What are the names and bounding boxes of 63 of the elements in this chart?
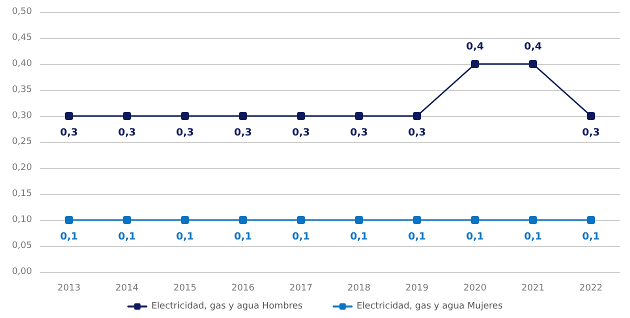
y-tick-label: 0,30 bbox=[12, 111, 32, 121]
data-label: 0,1 bbox=[350, 232, 368, 242]
data-label: 0,3 bbox=[176, 128, 194, 138]
data-label: 0,4 bbox=[524, 42, 542, 52]
point bbox=[181, 112, 189, 120]
data-label: 0,3 bbox=[408, 128, 426, 138]
point bbox=[181, 216, 189, 224]
y-tick-label: 0,00 bbox=[12, 267, 32, 277]
y-tick-label: 0,10 bbox=[12, 215, 32, 225]
data-label: 0,1 bbox=[408, 232, 426, 242]
point bbox=[471, 60, 479, 68]
point bbox=[297, 112, 305, 120]
point bbox=[239, 216, 247, 224]
y-tick-label: 0,50 bbox=[12, 7, 32, 17]
x-tick-label: 2020 bbox=[464, 284, 487, 294]
x-tick-label: 2019 bbox=[406, 284, 429, 294]
x-tick-label: 2015 bbox=[174, 284, 196, 294]
point bbox=[355, 112, 363, 120]
x-tick-label: 2013 bbox=[58, 284, 80, 294]
x-tick-label: 2022 bbox=[580, 284, 602, 294]
data-label: 0,3 bbox=[582, 128, 600, 138]
data-label: 0,1 bbox=[118, 232, 136, 242]
x-tick-label: 2017 bbox=[290, 284, 312, 294]
data-label: 0,1 bbox=[234, 232, 252, 242]
x-tick-label: 2018 bbox=[348, 284, 371, 294]
point bbox=[65, 112, 73, 120]
data-label: 0,4 bbox=[466, 42, 484, 52]
x-tick-label: 2014 bbox=[116, 284, 139, 294]
legend-label: Electricidad, gas y agua Mujeres bbox=[356, 302, 503, 312]
data-label: 0,3 bbox=[292, 128, 310, 138]
point bbox=[587, 216, 595, 224]
y-tick-label: 0,35 bbox=[12, 85, 32, 95]
point bbox=[529, 60, 537, 68]
y-tick-label: 0,25 bbox=[12, 137, 32, 147]
data-label: 0,1 bbox=[60, 232, 78, 242]
x-tick-label: 2021 bbox=[522, 284, 544, 294]
data-label: 0,3 bbox=[234, 128, 252, 138]
legend-label: Electricidad, gas y agua Hombres bbox=[151, 302, 303, 312]
x-tick-label: 2016 bbox=[232, 284, 255, 294]
point bbox=[297, 216, 305, 224]
point bbox=[471, 216, 479, 224]
point bbox=[123, 112, 131, 120]
y-tick-label: 0,05 bbox=[12, 241, 32, 251]
y-tick-label: 0,40 bbox=[12, 59, 32, 69]
point bbox=[123, 216, 131, 224]
point bbox=[529, 216, 537, 224]
point bbox=[587, 112, 595, 120]
data-label: 0,1 bbox=[176, 232, 194, 242]
y-tick-label: 0,20 bbox=[12, 163, 32, 173]
data-label: 0,1 bbox=[466, 232, 484, 242]
y-tick-label: 0,15 bbox=[12, 189, 32, 199]
point bbox=[413, 112, 421, 120]
point bbox=[413, 216, 421, 224]
point bbox=[65, 216, 73, 224]
data-label: 0,3 bbox=[118, 128, 136, 138]
y-tick-label: 0,45 bbox=[12, 33, 32, 43]
data-label: 0,3 bbox=[60, 128, 78, 138]
data-label: 0,3 bbox=[350, 128, 368, 138]
point bbox=[239, 112, 247, 120]
point bbox=[355, 216, 363, 224]
data-label: 0,1 bbox=[524, 232, 542, 242]
data-label: 0,1 bbox=[292, 232, 310, 242]
data-label: 0,1 bbox=[582, 232, 600, 242]
